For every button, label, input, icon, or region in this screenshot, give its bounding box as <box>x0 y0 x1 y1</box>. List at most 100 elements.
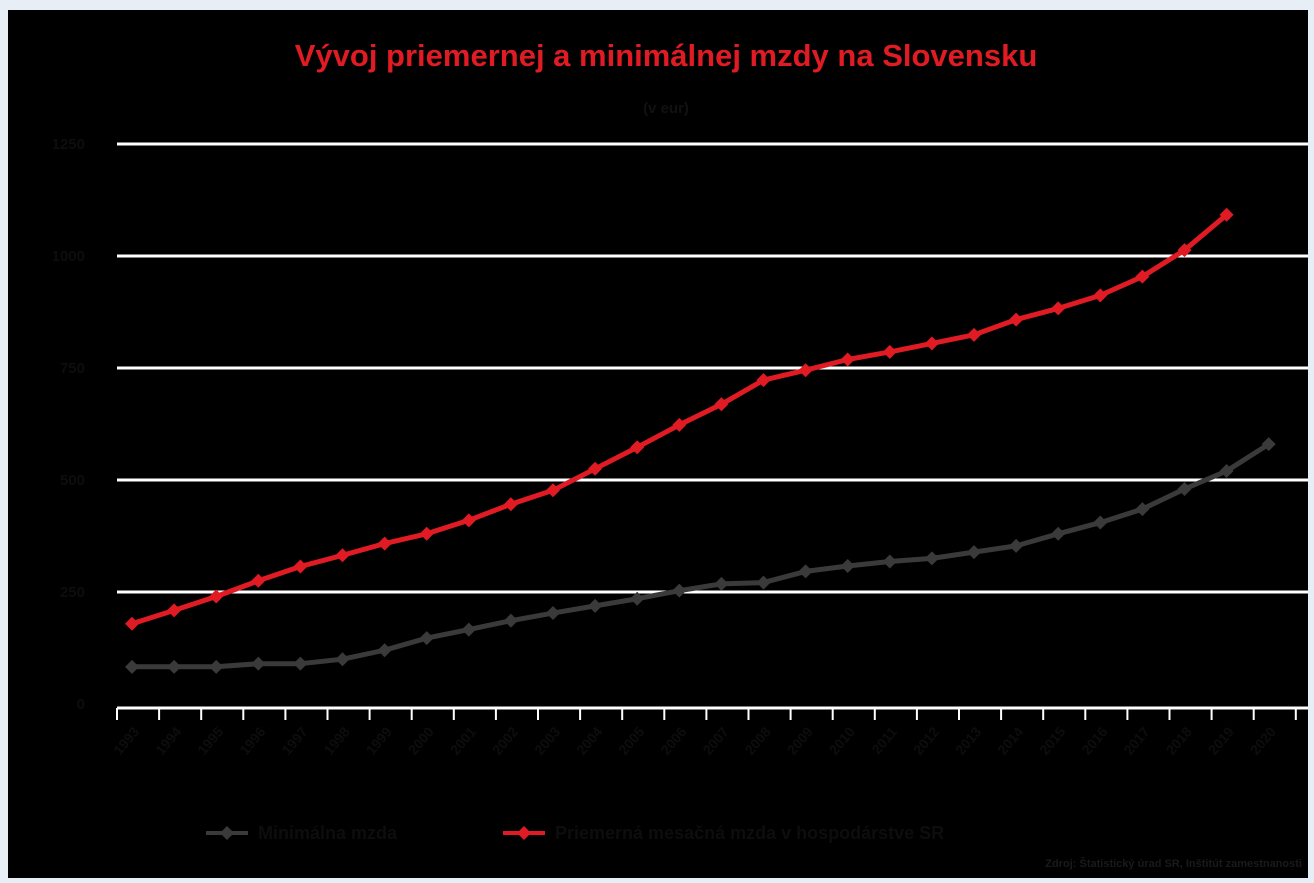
x-tick-label-2012: 2012 <box>910 723 942 757</box>
average-wage-point-2007 <box>714 397 729 412</box>
x-tick-label-2006: 2006 <box>657 723 689 757</box>
minimum-wage-point-2019 <box>1219 464 1234 479</box>
average-wage-point-2011 <box>882 344 897 359</box>
average-wage-point-2008 <box>756 373 771 388</box>
legend-minimum-wage-marker <box>220 826 234 840</box>
x-tick-label-2013: 2013 <box>952 723 984 757</box>
average-wage-point-1995 <box>209 589 224 604</box>
average-wage-point-1996 <box>251 573 266 588</box>
average-wage-point-2019 <box>1219 207 1234 222</box>
minimum-wage-point-2002 <box>503 613 518 628</box>
minimum-wage-point-2016 <box>1093 515 1108 530</box>
x-tick-label-2011: 2011 <box>868 723 900 757</box>
legend-minimum-wage-label: Minimálna mzda <box>258 823 398 843</box>
legend-average-wage-label: Priemerná mesačná mzda v hospodárstve SR <box>555 823 944 843</box>
x-tick-label-2018: 2018 <box>1163 723 1195 757</box>
x-tick-label-2004: 2004 <box>573 723 605 757</box>
minimum-wage-line <box>132 442 1271 670</box>
minimum-wage-point-1996 <box>251 656 266 671</box>
legend-average-wage-marker <box>517 826 531 840</box>
average-wage-point-1994 <box>167 603 182 618</box>
x-tick-label-2003: 2003 <box>531 723 563 757</box>
minimum-wage-point-2018 <box>1177 481 1192 496</box>
x-tick-label-2015: 2015 <box>1036 723 1068 757</box>
average-wage-point-2015 <box>1051 301 1066 316</box>
x-tick-label-1995: 1995 <box>194 723 226 757</box>
x-tick-label-2005: 2005 <box>615 723 647 757</box>
x-tick-label-2017: 2017 <box>1120 723 1152 757</box>
average-wage-point-1999 <box>377 536 392 551</box>
average-wage-point-2014 <box>1009 312 1024 327</box>
average-wage-point-2018 <box>1177 243 1192 258</box>
x-axis: 1993 1994 1995 1996 1997 1998 1999 2000 2001 2002… <box>110 706 1308 758</box>
average-wage-point-2004 <box>588 461 603 476</box>
grid-lines <box>117 142 1308 594</box>
y-tick-label-750: 750 <box>60 360 85 377</box>
minimum-wage-point-2007 <box>714 576 729 591</box>
minimum-wage-point-2020 <box>1261 437 1276 452</box>
minimum-wage-point-2008 <box>756 575 771 590</box>
x-tick-label-1994: 1994 <box>152 723 184 757</box>
average-wage-point-2009 <box>798 363 813 378</box>
x-tick-label-2007: 2007 <box>699 723 731 757</box>
x-tick-label-2010: 2010 <box>826 723 858 757</box>
source-note: Zdroj: Štatistický úrad SR, Inštitút zam… <box>1045 857 1302 870</box>
x-tick-label-2001: 2001 <box>447 723 479 757</box>
minimum-wage-point-2017 <box>1135 502 1150 517</box>
minimum-wage-point-2000 <box>419 631 434 646</box>
x-tick-label-2008: 2008 <box>742 723 774 757</box>
average-wage-point-2016 <box>1093 288 1108 303</box>
x-tick-label-1997: 1997 <box>278 723 310 757</box>
y-axis-ticks: 0 250 500 750 1000 1250 <box>52 136 85 713</box>
y-tick-label-0: 0 <box>77 696 85 713</box>
minimum-wage-point-1999 <box>377 643 392 658</box>
average-wage-point-2013 <box>967 327 981 342</box>
minimum-wage-point-2012 <box>924 551 939 566</box>
minimum-wage-point-2010 <box>840 559 855 574</box>
x-tick-label-2002: 2002 <box>489 723 521 757</box>
minimum-wage-point-2011 <box>882 554 897 569</box>
average-wage-point-1993 <box>125 616 139 631</box>
minimum-wage-point-2004 <box>588 598 603 613</box>
y-tick-label-500: 500 <box>60 472 85 489</box>
chart-title: Vývoj priemernej a minimálnej mzdy na Sl… <box>295 38 1038 73</box>
y-tick-label-250: 250 <box>60 584 85 601</box>
average-wage-point-2003 <box>546 483 560 498</box>
minimum-wage-point-2006 <box>672 583 687 598</box>
series-lines <box>125 207 1276 674</box>
average-wage-point-2002 <box>503 497 518 512</box>
minimum-wage-point-2001 <box>461 622 476 637</box>
x-tick-label-2020: 2020 <box>1247 723 1279 757</box>
minimum-wage-point-2013 <box>967 545 981 560</box>
x-tick-label-2019: 2019 <box>1205 723 1237 757</box>
wage-line-chart: Vývoj priemernej a minimálnej mzdy na Sl… <box>52 38 1308 870</box>
x-tick-label-1998: 1998 <box>321 723 353 757</box>
chart-frame: Vývoj priemernej a minimálnej mzdy na Sl… <box>8 10 1308 878</box>
average-wage-point-2017 <box>1135 269 1150 284</box>
y-tick-label-1000: 1000 <box>52 248 85 265</box>
x-tick-label-1999: 1999 <box>363 723 395 757</box>
average-wage-point-1998 <box>335 548 350 563</box>
x-tick-label-1993: 1993 <box>110 723 142 757</box>
minimum-wage-point-1994 <box>167 659 182 674</box>
minimum-wage-point-2003 <box>546 606 560 621</box>
minimum-wage-point-2005 <box>630 591 645 606</box>
average-wage-point-2010 <box>840 352 855 367</box>
minimum-wage-point-1993 <box>125 659 139 674</box>
average-wage-point-2012 <box>924 336 939 351</box>
x-tick-label-2009: 2009 <box>784 723 816 757</box>
minimum-wage-point-2009 <box>798 564 813 579</box>
x-tick-label-1996: 1996 <box>236 723 268 757</box>
minimum-wage-point-1995 <box>209 659 224 674</box>
x-tick-label-2016: 2016 <box>1078 723 1110 757</box>
average-wage-point-1997 <box>293 559 308 574</box>
average-wage-point-2006 <box>672 417 687 432</box>
x-tick-label-2000: 2000 <box>405 723 437 757</box>
minimum-wage-point-1997 <box>293 656 308 671</box>
average-wage-point-2001 <box>461 513 476 528</box>
chart-subtitle: (v eur) <box>643 100 689 117</box>
average-wage-point-2005 <box>630 440 645 455</box>
average-wage-point-2000 <box>419 526 434 541</box>
y-tick-label-1250: 1250 <box>52 136 85 153</box>
minimum-wage-point-1998 <box>335 652 350 667</box>
